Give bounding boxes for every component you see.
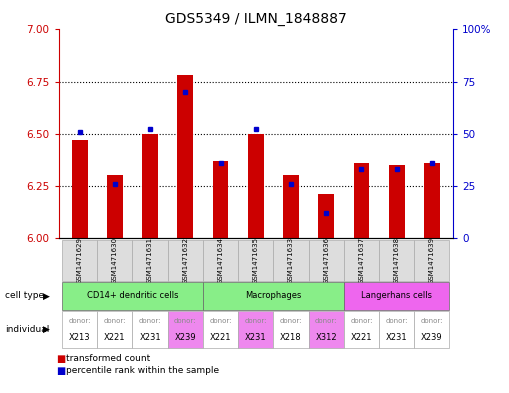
Text: individual: individual <box>5 325 49 334</box>
Bar <box>132 311 168 348</box>
Bar <box>142 134 158 238</box>
Text: Macrophages: Macrophages <box>245 292 301 300</box>
Bar <box>414 311 449 348</box>
Title: GDS5349 / ILMN_1848887: GDS5349 / ILMN_1848887 <box>165 12 347 26</box>
Bar <box>344 311 379 348</box>
Bar <box>203 282 344 310</box>
Text: ▶: ▶ <box>43 292 50 300</box>
Bar <box>248 134 264 238</box>
Bar <box>318 194 334 238</box>
Text: ▶: ▶ <box>43 325 50 334</box>
Bar <box>273 311 308 348</box>
Text: X221: X221 <box>104 333 126 342</box>
Text: donor:: donor: <box>315 318 337 324</box>
Bar <box>414 240 449 281</box>
Bar <box>238 311 273 348</box>
Bar <box>273 240 308 281</box>
Text: GSM1471629: GSM1471629 <box>77 237 82 284</box>
Bar <box>238 240 273 281</box>
Bar <box>97 311 132 348</box>
Text: X221: X221 <box>210 333 231 342</box>
Bar <box>168 311 203 348</box>
Text: X218: X218 <box>280 333 302 342</box>
Text: X231: X231 <box>139 333 161 342</box>
Bar <box>203 240 238 281</box>
Bar <box>308 240 344 281</box>
Bar <box>389 165 405 238</box>
Bar <box>107 175 123 238</box>
Text: X231: X231 <box>245 333 267 342</box>
Text: CD14+ dendritic cells: CD14+ dendritic cells <box>87 292 178 300</box>
Text: GSM1471633: GSM1471633 <box>288 237 294 284</box>
Bar <box>203 311 238 348</box>
Bar <box>344 240 379 281</box>
Bar <box>213 161 229 238</box>
Bar <box>132 240 168 281</box>
Text: X312: X312 <box>316 333 337 342</box>
Bar <box>379 240 414 281</box>
Text: donor:: donor: <box>244 318 267 324</box>
Text: GSM1471636: GSM1471636 <box>323 237 329 284</box>
Text: ■: ■ <box>56 354 65 364</box>
Text: donor:: donor: <box>420 318 443 324</box>
Text: ■: ■ <box>56 365 65 376</box>
Text: GSM1471632: GSM1471632 <box>182 237 188 284</box>
Bar <box>97 240 132 281</box>
Text: transformed count: transformed count <box>66 354 151 363</box>
Text: X213: X213 <box>69 333 91 342</box>
Text: GSM1471630: GSM1471630 <box>112 237 118 284</box>
Text: donor:: donor: <box>174 318 196 324</box>
Bar <box>62 240 97 281</box>
Text: donor:: donor: <box>385 318 408 324</box>
Text: GSM1471639: GSM1471639 <box>429 237 435 284</box>
Text: cell type: cell type <box>5 292 44 300</box>
Text: X239: X239 <box>175 333 196 342</box>
Bar <box>62 311 97 348</box>
Bar <box>424 163 440 238</box>
Text: donor:: donor: <box>139 318 161 324</box>
Text: X221: X221 <box>351 333 372 342</box>
Text: donor:: donor: <box>104 318 126 324</box>
Text: donor:: donor: <box>350 318 373 324</box>
Bar <box>308 311 344 348</box>
Bar <box>283 175 299 238</box>
Text: GSM1471638: GSM1471638 <box>393 237 400 284</box>
Bar <box>344 282 449 310</box>
Text: GSM1471635: GSM1471635 <box>253 237 259 284</box>
Text: donor:: donor: <box>280 318 302 324</box>
Text: X239: X239 <box>421 333 443 342</box>
Bar <box>72 140 88 238</box>
Text: X231: X231 <box>386 333 408 342</box>
Text: donor:: donor: <box>209 318 232 324</box>
Bar <box>354 163 370 238</box>
Text: GSM1471634: GSM1471634 <box>217 237 223 284</box>
Text: GSM1471637: GSM1471637 <box>358 237 364 284</box>
Text: donor:: donor: <box>68 318 91 324</box>
Bar <box>178 75 193 238</box>
Bar <box>379 311 414 348</box>
Text: percentile rank within the sample: percentile rank within the sample <box>66 366 219 375</box>
Bar <box>62 282 203 310</box>
Bar <box>168 240 203 281</box>
Text: Langerhans cells: Langerhans cells <box>361 292 432 300</box>
Text: GSM1471631: GSM1471631 <box>147 237 153 284</box>
